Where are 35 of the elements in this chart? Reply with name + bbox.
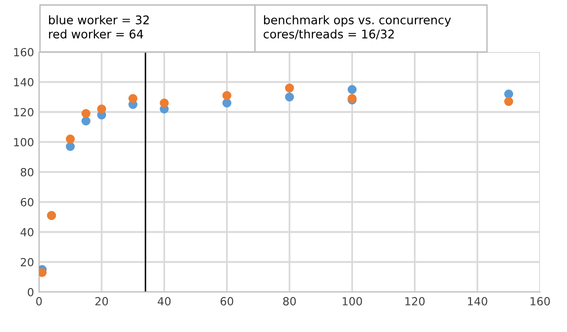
x-tick-label: 80 [283,297,296,306]
point [504,90,514,98]
x-tick-label: 140 [468,297,488,306]
text: benchmark ops vs. concurrency cores/threads = 16/32 [264,15,451,40]
point [66,134,75,144]
point [285,84,294,92]
y-tick-label: 40 [20,228,34,236]
point [160,98,169,108]
x-tick-label: 100 [342,297,362,306]
y-tick-label: 60 [20,198,34,206]
point [81,109,90,118]
point [39,268,47,277]
y-tick-label: 120 [14,108,34,116]
x-tick-label: 40 [158,297,171,306]
y-tick-label: 100 [14,138,34,146]
y-tick-label: 20 [20,258,34,266]
point [222,91,232,100]
point [222,98,232,108]
point [348,85,357,94]
point [97,104,106,114]
point [128,94,138,103]
x-tick-label: 160 [530,297,550,306]
x-tick-label: 60 [220,297,234,306]
y-tick-label: 80 [20,168,34,176]
y-tick-label: 140 [14,78,34,86]
point [504,97,514,106]
point [66,142,75,151]
x-tick-label: 20 [95,297,108,306]
text: blue worker = 32 red worker = 64 [49,15,149,38]
point [285,92,294,102]
point [81,116,90,126]
y-tick-label: 160 [14,48,34,56]
y-tick-label: 0 [28,288,34,296]
x-tick-label: 120 [405,297,425,306]
x-tick-label: 0 [36,297,42,306]
